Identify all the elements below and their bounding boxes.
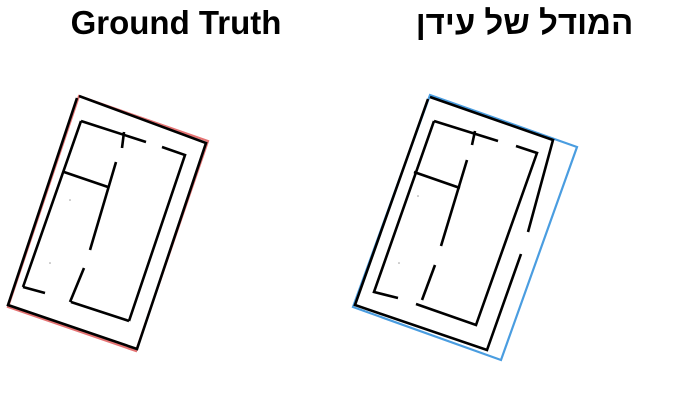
wall: [63, 170, 109, 189]
wall: [80, 119, 147, 144]
wall: [127, 145, 187, 322]
model-floorplan: [353, 95, 555, 352]
wall: [70, 300, 130, 323]
wall: [21, 120, 83, 288]
wall: [88, 161, 118, 251]
marker-dot: [417, 195, 419, 197]
wall: [353, 98, 523, 352]
wall: [413, 170, 461, 190]
wall: [429, 95, 555, 233]
ground-truth-floorplan: [6, 94, 208, 351]
marker-dot: [49, 262, 51, 264]
ground-truth-panel: [6, 94, 210, 353]
marker-dot: [69, 199, 71, 201]
wall: [470, 130, 477, 146]
wall: [415, 144, 539, 327]
marker-dot: [398, 262, 400, 264]
wall: [68, 267, 86, 303]
wall: [372, 120, 436, 300]
model-panel: [351, 93, 579, 362]
model-title: המודל של עידן: [415, 4, 634, 41]
wall: [420, 264, 437, 301]
wall: [439, 159, 469, 247]
wall: [6, 94, 208, 351]
wall: [120, 131, 126, 149]
wall: [22, 285, 46, 295]
wall: [433, 119, 499, 143]
ground-truth-title: Ground Truth: [70, 4, 282, 41]
